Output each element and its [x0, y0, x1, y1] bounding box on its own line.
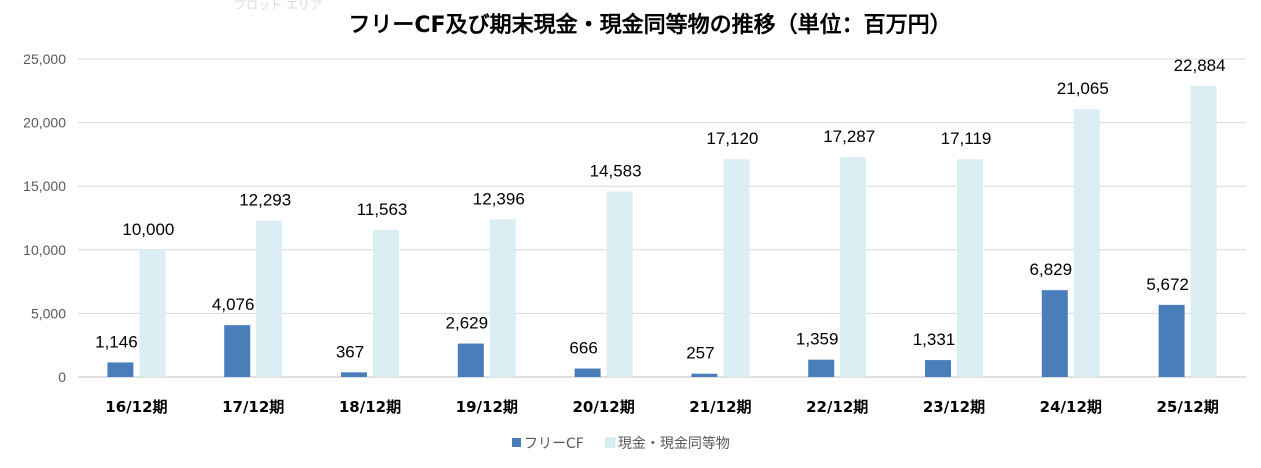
bar-cash-equivalents — [606, 191, 633, 377]
data-label-free-cf: 1,331 — [913, 330, 956, 349]
data-label-cash-equivalents: 10,000 — [122, 220, 174, 239]
bar-cash-equivalents — [256, 220, 283, 377]
data-label-cash-equivalents: 22,884 — [1174, 56, 1226, 75]
bar-free-cf — [691, 373, 718, 377]
x-tick-label: 25/12期 — [1156, 398, 1218, 416]
legend-swatch — [605, 437, 616, 448]
bar-cash-equivalents — [139, 249, 166, 377]
data-label-free-cf: 1,146 — [95, 332, 138, 351]
y-tick-label: 25,000 — [23, 51, 66, 67]
data-label-free-cf: 6,829 — [1030, 260, 1073, 279]
gridlines — [78, 58, 1246, 378]
bar-free-cf — [224, 325, 251, 377]
x-axis: 16/12期 17/12期 18/12期 19/12期 20/12期 21/12期 22/1… — [105, 398, 1218, 416]
bar-free-cf — [1041, 290, 1068, 377]
data-labels: 1,146 10,000 4,076 12,293 367 11,563 2,629 12,3… — [95, 56, 1225, 363]
x-tick-label: 23/12期 — [923, 398, 985, 416]
x-tick-label: 22/12期 — [806, 398, 868, 416]
y-tick-label: 20,000 — [23, 115, 66, 131]
bar-cash-equivalents — [1073, 109, 1100, 378]
data-label-cash-equivalents: 17,287 — [823, 127, 875, 146]
data-label-free-cf: 367 — [336, 342, 364, 361]
legend-label: 現金・現金同等物 — [618, 435, 730, 452]
legend-swatch — [512, 438, 521, 447]
bar-cash-equivalents — [840, 157, 867, 377]
bar-free-cf — [1158, 304, 1185, 377]
data-label-cash-equivalents: 12,293 — [239, 191, 291, 210]
data-label-cash-equivalents: 17,120 — [706, 129, 758, 148]
bar-free-cf — [574, 368, 601, 377]
y-tick-label: 5,000 — [31, 305, 66, 321]
y-tick-label: 10,000 — [23, 242, 66, 258]
bar-free-cf — [107, 362, 134, 377]
bar-cash-equivalents — [373, 229, 399, 377]
x-tick-label: 24/12期 — [1040, 398, 1102, 416]
data-label-free-cf: 4,076 — [212, 295, 255, 314]
bar-free-cf — [925, 360, 951, 377]
data-label-cash-equivalents: 11,563 — [357, 200, 408, 219]
data-label-free-cf: 2,629 — [446, 314, 489, 333]
y-axis: 0 5,000 10,000 15,000 20,000 25,000 — [23, 51, 66, 385]
bars — [107, 85, 1217, 378]
bar-cash-equivalents — [957, 159, 983, 377]
bar-free-cf — [457, 343, 484, 377]
bar-free-cf — [808, 359, 835, 377]
data-label-cash-equivalents: 21,065 — [1057, 79, 1109, 98]
data-label-cash-equivalents: 12,396 — [473, 189, 525, 208]
data-label-cash-equivalents: 17,119 — [941, 129, 992, 148]
x-tick-label: 18/12期 — [339, 398, 401, 416]
legend: フリーCF 現金・現金同等物 — [512, 435, 730, 452]
data-label-free-cf: 5,672 — [1146, 275, 1189, 294]
data-label-free-cf: 257 — [686, 344, 714, 363]
plot-area-watermark: プロット エリア — [234, 0, 322, 12]
x-tick-label: 21/12期 — [689, 398, 751, 416]
x-tick-label: 17/12期 — [222, 398, 284, 416]
bar-cash-equivalents — [1190, 85, 1217, 377]
bar-cash-equivalents — [489, 219, 516, 377]
chart-title: フリーCF及び期末現金・現金同等物の推移（単位：百万円） — [348, 12, 951, 38]
legend-label: フリーCF — [524, 436, 584, 452]
data-label-cash-equivalents: 14,583 — [590, 162, 642, 181]
bar-free-cf — [341, 372, 367, 377]
data-label-free-cf: 1,359 — [796, 330, 839, 349]
x-tick-label: 16/12期 — [105, 398, 167, 416]
bar-cash-equivalents — [723, 159, 750, 377]
y-tick-label: 15,000 — [23, 178, 66, 194]
y-tick-label: 0 — [58, 369, 66, 385]
x-tick-label: 19/12期 — [456, 398, 518, 416]
data-label-free-cf: 666 — [569, 339, 597, 358]
x-tick-label: 20/12期 — [572, 398, 634, 416]
